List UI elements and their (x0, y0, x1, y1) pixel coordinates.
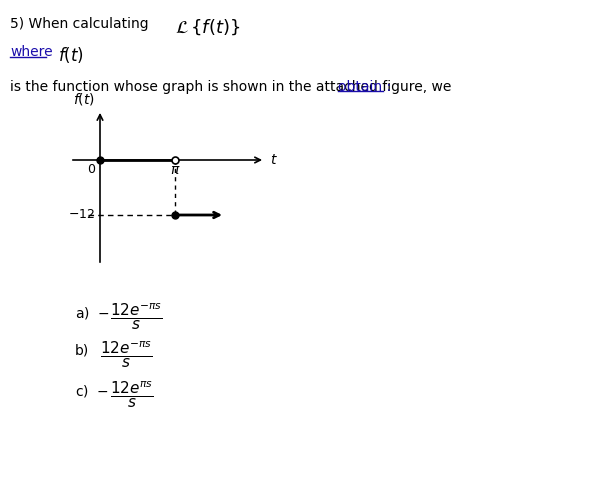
Text: $\mathcal{L}\,\{f(t)\}$: $\mathcal{L}\,\{f(t)\}$ (175, 17, 241, 37)
Text: c)  $-$: c) $-$ (75, 383, 109, 399)
Text: b): b) (75, 343, 89, 357)
Text: $0$: $0$ (87, 163, 96, 176)
Text: $f(t)$: $f(t)$ (58, 45, 84, 65)
Text: 5) When calculating: 5) When calculating (10, 17, 149, 31)
Text: $f(t)$: $f(t)$ (73, 91, 95, 107)
Text: obtain :: obtain : (338, 80, 391, 94)
Text: $\dfrac{12e^{-\pi s}}{s}$: $\dfrac{12e^{-\pi s}}{s}$ (110, 302, 163, 332)
Text: $-12$: $-12$ (68, 208, 95, 221)
Text: is the function whose graph is shown in the attached figure, we: is the function whose graph is shown in … (10, 80, 456, 94)
Text: $\dfrac{12e^{\pi s}}{s}$: $\dfrac{12e^{\pi s}}{s}$ (110, 380, 154, 410)
Text: $\pi$: $\pi$ (170, 163, 181, 177)
Text: $t$: $t$ (270, 153, 278, 167)
Text: a)  $-$: a) $-$ (75, 305, 110, 321)
Text: where: where (10, 45, 53, 59)
Text: $\dfrac{12e^{-\pi s}}{s}$: $\dfrac{12e^{-\pi s}}{s}$ (100, 340, 153, 370)
